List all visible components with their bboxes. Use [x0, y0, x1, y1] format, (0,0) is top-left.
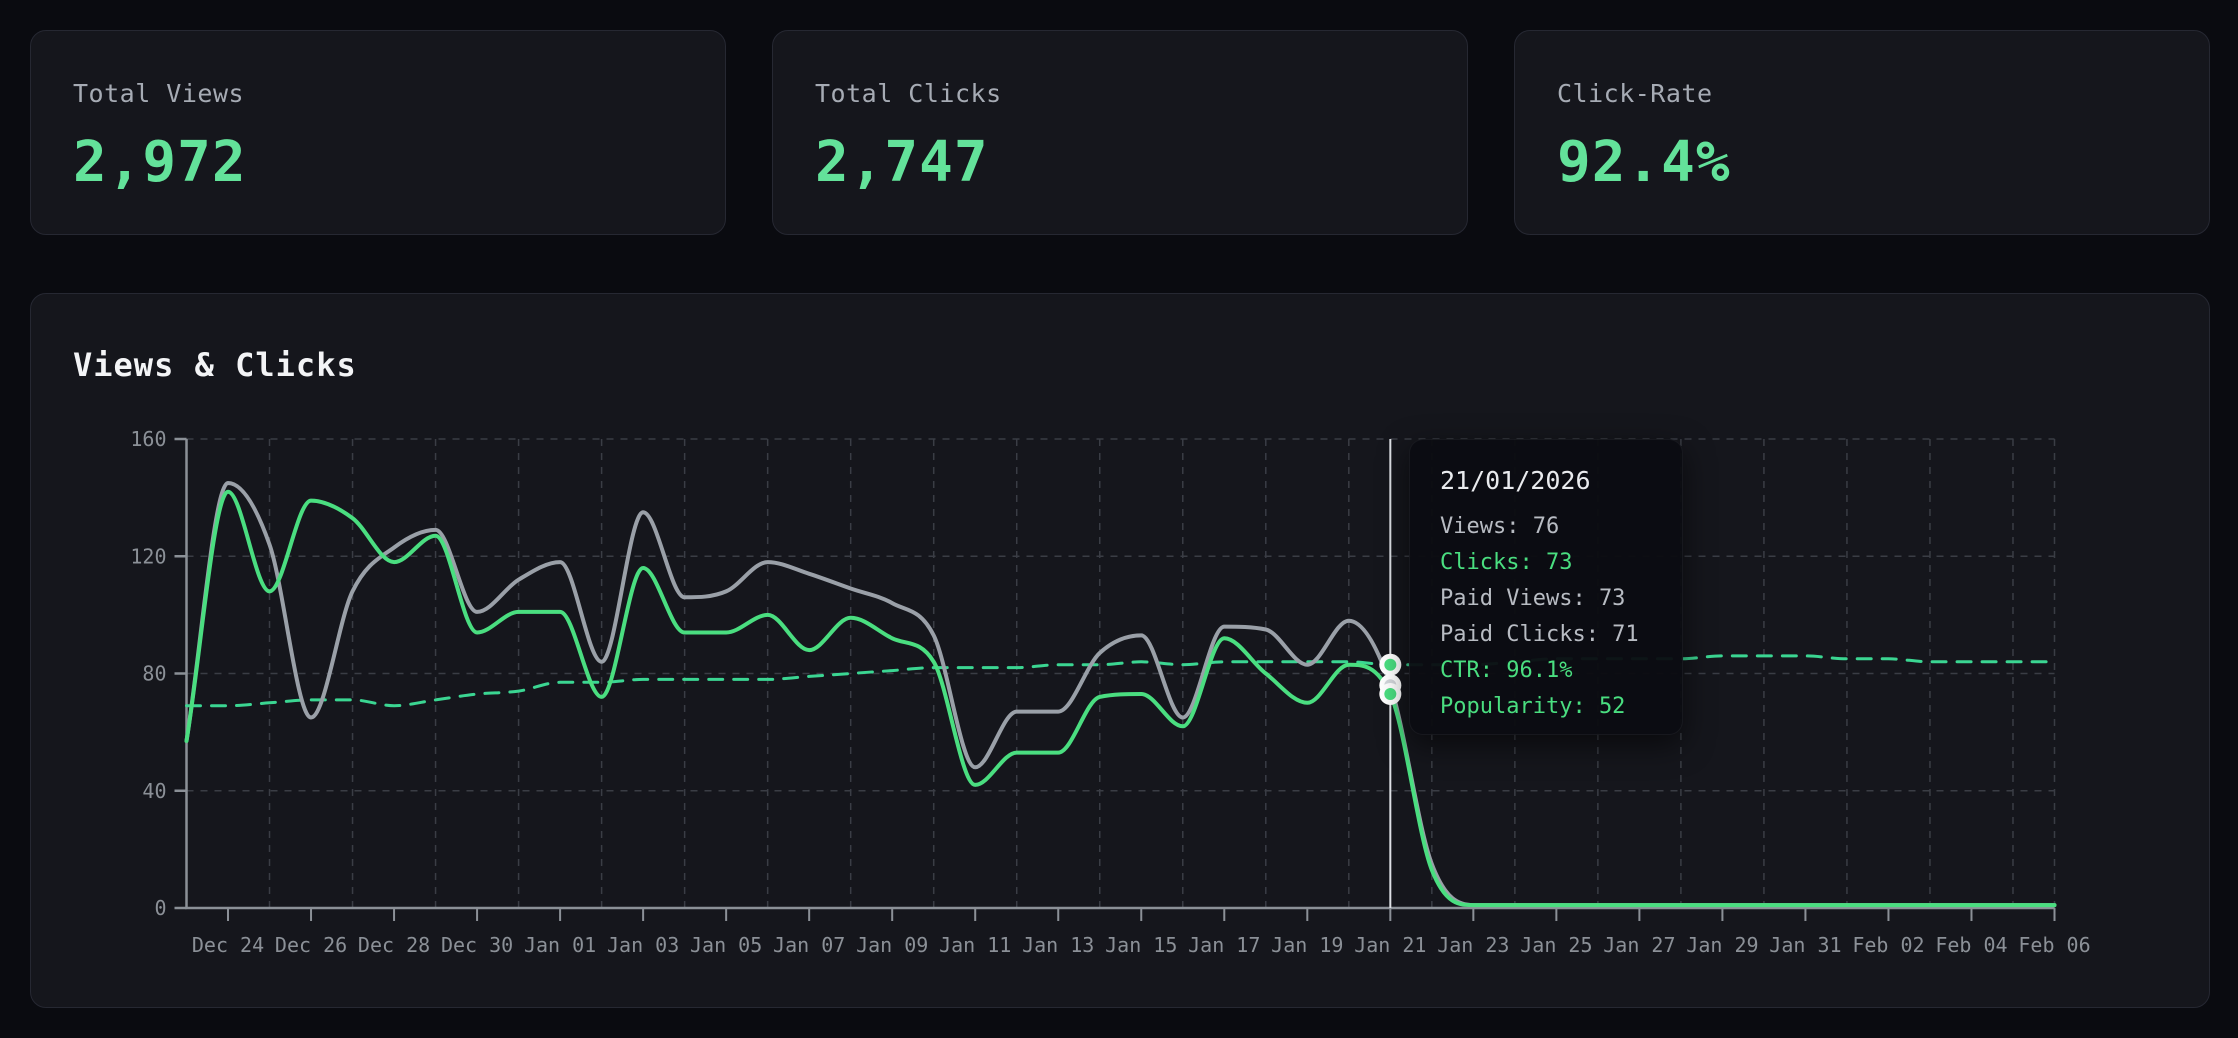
svg-text:Jan 17: Jan 17: [1188, 933, 1260, 957]
svg-text:Jan 11: Jan 11: [939, 933, 1011, 957]
svg-text:120: 120: [130, 544, 166, 568]
svg-text:Dec 24: Dec 24: [192, 933, 264, 957]
grid-lines: [186, 438, 2056, 908]
stat-card-total-views: Total Views 2,972: [30, 30, 726, 235]
svg-text:0: 0: [154, 896, 166, 920]
svg-text:Dec 30: Dec 30: [441, 933, 513, 957]
series-line-ctr: [185, 654, 2056, 708]
svg-text:Jan 01: Jan 01: [524, 933, 596, 957]
svg-text:Jan 15: Jan 15: [1105, 933, 1177, 957]
svg-text:40: 40: [142, 779, 166, 803]
svg-text:80: 80: [142, 662, 166, 686]
svg-text:Jan 21: Jan 21: [1354, 933, 1426, 957]
svg-text:Jan 09: Jan 09: [856, 933, 928, 957]
hover-point-markers: [1379, 653, 1402, 706]
stats-row: Total Views 2,972 Total Clicks 2,747 Cli…: [30, 30, 2210, 235]
stat-label-total-views: Total Views: [73, 79, 245, 108]
svg-text:Jan 13: Jan 13: [1022, 933, 1094, 957]
tooltip-rows: Views: 76 Clicks: 73 Paid Views: 73 Paid Cl…: [1440, 509, 1682, 725]
chart-tooltip: 21/01/2026 Views: 76 Clicks: 73 Paid Views…: [1409, 439, 1683, 735]
tooltip-row-clicks: Clicks: 73: [1440, 550, 1573, 575]
svg-text:Jan 31: Jan 31: [1769, 933, 1841, 957]
chart-title: Views & Clicks: [73, 346, 357, 384]
tooltip-row-paid-views: Paid Views: 73: [1440, 586, 1626, 611]
svg-text:Jan 07: Jan 07: [773, 933, 845, 957]
svg-text:Jan 03: Jan 03: [607, 933, 679, 957]
svg-text:Feb 04: Feb 04: [1935, 933, 2007, 957]
stat-value-total-clicks: 2,747: [815, 130, 989, 195]
tooltip-row-views: Views: 76: [1440, 514, 1560, 539]
x-axis-labels: Dec 24 Dec 26 Dec 28 Dec 30 Jan 01 Jan 03 Jan …: [192, 933, 2091, 957]
tooltip-row-ctr: CTR: 96.1%: [1440, 658, 1573, 683]
stat-card-total-clicks: Total Clicks 2,747: [772, 30, 1468, 235]
stat-label-total-clicks: Total Clicks: [815, 79, 1002, 108]
svg-text:Feb 02: Feb 02: [1852, 933, 1924, 957]
tooltip-date: 21/01/2026: [1440, 466, 1591, 495]
svg-text:Jan 29: Jan 29: [1686, 933, 1758, 957]
svg-text:Jan 27: Jan 27: [1603, 933, 1675, 957]
svg-text:Dec 26: Dec 26: [275, 933, 347, 957]
svg-text:Feb 06: Feb 06: [2018, 933, 2090, 957]
svg-text:Jan 23: Jan 23: [1437, 933, 1509, 957]
views-clicks-line-chart[interactable]: 0 40 80 120 160 Dec 24 Dec 26 Dec 28 Dec 30 Jan 0…: [31, 294, 2211, 1009]
series-line-clicks: [184, 489, 2057, 908]
svg-text:Jan 25: Jan 25: [1520, 933, 1592, 957]
stat-label-click-rate: Click-Rate: [1557, 79, 1713, 108]
chart-card: 0 40 80 120 160 Dec 24 Dec 26 Dec 28 Dec 30 Jan 0…: [30, 293, 2210, 1008]
y-axis-labels: 0 40 80 120 160: [130, 427, 166, 920]
svg-text:Dec 28: Dec 28: [358, 933, 430, 957]
stat-value-total-views: 2,972: [73, 130, 247, 195]
svg-text:Jan 05: Jan 05: [690, 933, 762, 957]
axes: [174, 437, 2056, 921]
svg-text:160: 160: [130, 427, 166, 451]
stat-card-click-rate: Click-Rate 92.4%: [1514, 30, 2210, 235]
tooltip-row-paid-clicks: Paid Clicks: 71: [1440, 622, 1639, 647]
tooltip-row-popularity: Popularity: 52: [1440, 694, 1626, 719]
stat-value-click-rate: 92.4%: [1557, 130, 1731, 195]
svg-text:Jan 19: Jan 19: [1271, 933, 1343, 957]
